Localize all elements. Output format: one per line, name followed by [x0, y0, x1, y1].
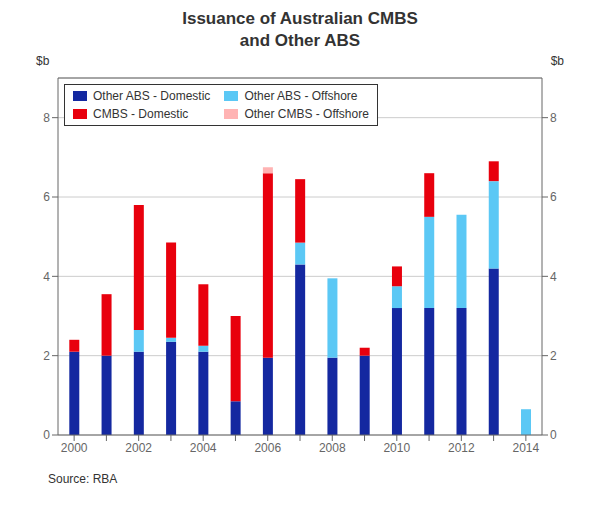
- svg-text:0: 0: [43, 428, 50, 442]
- svg-text:2012: 2012: [448, 441, 475, 455]
- svg-text:0: 0: [550, 428, 557, 442]
- svg-text:2004: 2004: [190, 441, 217, 455]
- html-text:Source: RBA: Source: RBA: [48, 472, 118, 486]
- html-text:Issuance of Australian CMBS: Issuance of Australian CMBS: [182, 9, 418, 28]
- svg-text:2: 2: [550, 349, 557, 363]
- html-text:and Other ABS: and Other ABS: [239, 31, 361, 50]
- svg-text:2006: 2006: [254, 441, 281, 455]
- svg-text:2008: 2008: [319, 441, 346, 455]
- html-text:Other ABS - Offshore: Other ABS - Offshore: [244, 89, 358, 103]
- svg-text:2: 2: [43, 349, 50, 363]
- svg-text:4: 4: [43, 270, 50, 284]
- svg-text:2000: 2000: [61, 441, 88, 455]
- svg-text:2002: 2002: [125, 441, 152, 455]
- html-text:Other CMBS - Offshore: Other CMBS - Offshore: [244, 107, 369, 121]
- svg-text:8: 8: [550, 111, 557, 125]
- html-text:Other ABS - Domestic: Other ABS - Domestic: [93, 89, 211, 103]
- html-text:$b: $b: [550, 54, 564, 68]
- html-text:CMBS - Domestic: CMBS - Domestic: [93, 107, 189, 121]
- html-text:$b: $b: [36, 54, 50, 68]
- svg-text:4: 4: [550, 270, 557, 284]
- svg-text:2010: 2010: [383, 441, 410, 455]
- svg-text:6: 6: [43, 190, 50, 204]
- svg-text:2014: 2014: [513, 441, 540, 455]
- svg-text:6: 6: [550, 190, 557, 204]
- svg-text:8: 8: [43, 111, 50, 125]
